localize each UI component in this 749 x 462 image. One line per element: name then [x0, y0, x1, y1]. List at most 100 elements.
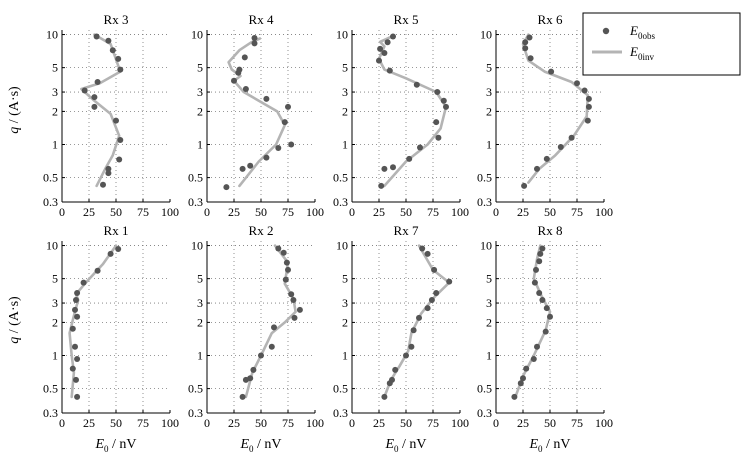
series-obs-point — [431, 266, 438, 273]
y-tick-label: 1 — [486, 138, 492, 152]
x-tick-label: 75 — [571, 205, 583, 219]
y-tick-label: 3 — [197, 85, 203, 99]
series-obs-point — [281, 119, 288, 126]
series-obs-point — [434, 89, 441, 95]
x-tick-label: 0 — [204, 416, 210, 430]
panel-title: Rx 4 — [249, 12, 274, 27]
svg-text:q / (A·s): q / (A·s) — [7, 296, 22, 344]
series-inv-line — [80, 33, 122, 188]
y-tick-label: 0.5 — [188, 171, 203, 185]
series-obs-point — [386, 380, 393, 387]
y-tick-label: 1 — [342, 138, 348, 152]
panel-title: Rx 3 — [104, 12, 129, 27]
y-tick-label: 0.3 — [43, 406, 58, 420]
series-obs-point — [419, 245, 426, 252]
x-tick-label: 25 — [83, 416, 95, 430]
y-tick-label: 2 — [52, 315, 58, 329]
series-obs-point — [381, 165, 388, 172]
y-tick-label: 1 — [342, 349, 348, 363]
x-axis-label: E0 / nV — [94, 437, 136, 454]
series-obs-point — [581, 87, 588, 94]
series-obs-point — [282, 276, 289, 283]
series-obs-point — [72, 306, 78, 313]
x-axis-label: E0 / nV — [384, 437, 426, 454]
series-obs-point — [74, 393, 81, 400]
series-obs-point — [410, 327, 417, 334]
series-obs-point — [534, 165, 540, 172]
y-tick-label: 2 — [342, 315, 348, 329]
series-obs-point — [247, 162, 254, 169]
y-tick-label: 10 — [46, 28, 58, 42]
x-tick-label: 100 — [451, 416, 469, 430]
series-obs-point — [520, 375, 526, 382]
series-obs-point — [258, 352, 264, 359]
series-inv-line — [521, 33, 590, 184]
series-obs-point — [251, 40, 258, 47]
y-tick-label: 1 — [197, 138, 203, 152]
y-tick-label: 10 — [480, 28, 492, 42]
series-obs-point — [239, 165, 246, 172]
series-obs-point — [117, 66, 124, 73]
grid — [496, 30, 604, 203]
panel-rx7: Rx 7 0 25 50 75 100 0.3 0.5 1 2 3 5 10 — [333, 223, 469, 430]
y-tick-label: 2 — [197, 315, 203, 329]
series-obs-point — [113, 117, 119, 124]
y-tick-label: 5 — [342, 272, 348, 286]
series-obs-point — [74, 290, 81, 296]
series-obs-point — [433, 290, 440, 296]
series-inv-line — [377, 35, 448, 188]
series-obs-point — [100, 181, 106, 188]
series-obs-point — [543, 155, 550, 162]
series-obs-point — [91, 103, 98, 110]
series-obs-point — [263, 154, 270, 161]
series-obs-point — [105, 37, 112, 44]
series-obs-point — [511, 393, 518, 400]
x-tick-label: 100 — [451, 205, 469, 219]
series-obs-point — [285, 103, 291, 110]
legend-obs-marker — [602, 27, 610, 35]
y-tick-label: 3 — [197, 296, 203, 310]
series-obs-point — [291, 314, 298, 321]
series-obs-point — [539, 245, 546, 252]
legend-inv-label: E0inv — [629, 44, 654, 62]
series-obs-point — [440, 97, 447, 104]
series-obs-point — [105, 165, 112, 172]
y-tick-label: 3 — [342, 85, 348, 99]
y-tick-label: 0.5 — [43, 171, 58, 185]
y-tick-label: 0.5 — [333, 171, 348, 185]
panel-rx6: Rx 6 0 25 50 75 100 0.3 0.5 1 2 3 5 10 — [477, 12, 613, 219]
x-axis-label: E0 / nV — [528, 437, 570, 454]
series-obs-point — [94, 267, 101, 274]
series-obs-point — [268, 343, 275, 350]
series-obs-point — [392, 366, 399, 373]
series-obs-point — [521, 182, 528, 189]
series-obs-point — [384, 39, 391, 46]
y-tick-label: 0.5 — [43, 382, 58, 396]
series-obs-point — [585, 103, 592, 110]
series-obs-point — [283, 259, 290, 266]
series-obs-point — [527, 55, 534, 62]
series-obs-point — [239, 393, 246, 400]
series-obs-point — [235, 69, 242, 76]
series-obs-point — [74, 313, 81, 320]
series-obs-point — [386, 67, 393, 74]
panel-title: Rx 6 — [538, 12, 563, 27]
y-tick-label: 3 — [342, 296, 348, 310]
series-obs-point — [241, 54, 248, 61]
series-obs-point — [542, 328, 549, 335]
series-obs-point — [73, 297, 79, 303]
series-obs-point — [376, 57, 382, 64]
x-tick-label: 50 — [255, 205, 267, 219]
y-tick-label: 3 — [52, 296, 58, 310]
x-tick-label: 0 — [59, 205, 65, 219]
series-obs-point — [417, 144, 423, 151]
series-obs-point — [533, 266, 539, 273]
y-tick-label: 2 — [342, 104, 348, 118]
x-tick-label: 25 — [83, 205, 95, 219]
series-obs-point — [81, 87, 88, 94]
series-obs-point — [72, 343, 78, 350]
series-obs-point — [428, 297, 435, 303]
series-obs-point — [406, 155, 413, 162]
x-tick-label: 50 — [544, 416, 556, 430]
series-obs-point — [584, 117, 591, 124]
